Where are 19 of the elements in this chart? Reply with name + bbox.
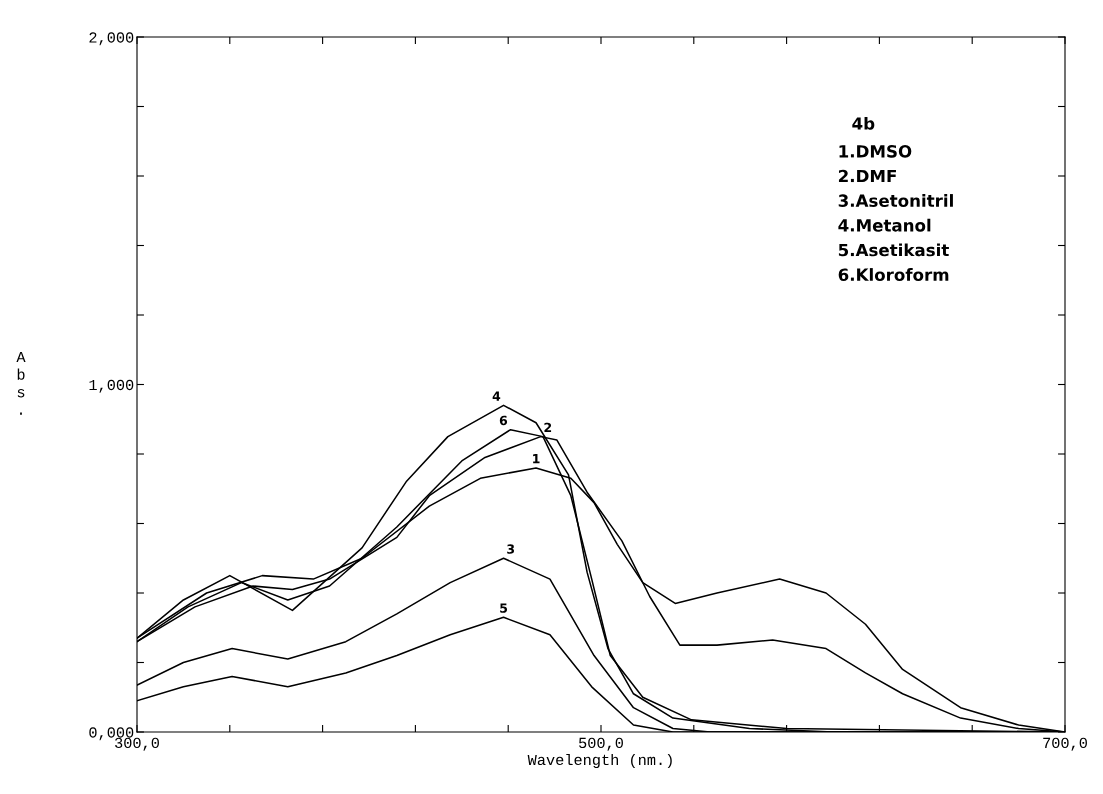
series-label: 4 bbox=[492, 391, 501, 401]
annotation: 6.Kloroform bbox=[838, 268, 949, 281]
annotation: 1.DMSO bbox=[839, 145, 912, 158]
series-label: 6 bbox=[499, 415, 508, 426]
annotation: 4.Metanol bbox=[838, 218, 931, 232]
x-axis-title: Wavelength (nm.) bbox=[527, 753, 672, 769]
annotation: 3.Asetonitril bbox=[838, 194, 953, 207]
x-tick-label: 500,0 bbox=[579, 737, 623, 751]
series-label: 2 bbox=[544, 422, 552, 432]
series-label: 5 bbox=[500, 603, 508, 613]
annotation: 5.Asetikasit bbox=[838, 243, 949, 257]
annotation: 2.DMF bbox=[838, 169, 896, 183]
y-axis-title: Abs. bbox=[16, 352, 26, 415]
y-tick-label: 1,000 bbox=[89, 379, 134, 393]
annotation: 4b bbox=[852, 116, 875, 130]
series-label: 1 bbox=[533, 454, 540, 464]
x-tick-label: 700,0 bbox=[1043, 737, 1087, 751]
series-label: 3 bbox=[507, 544, 515, 554]
y-tick-label: 2,000 bbox=[89, 32, 134, 46]
